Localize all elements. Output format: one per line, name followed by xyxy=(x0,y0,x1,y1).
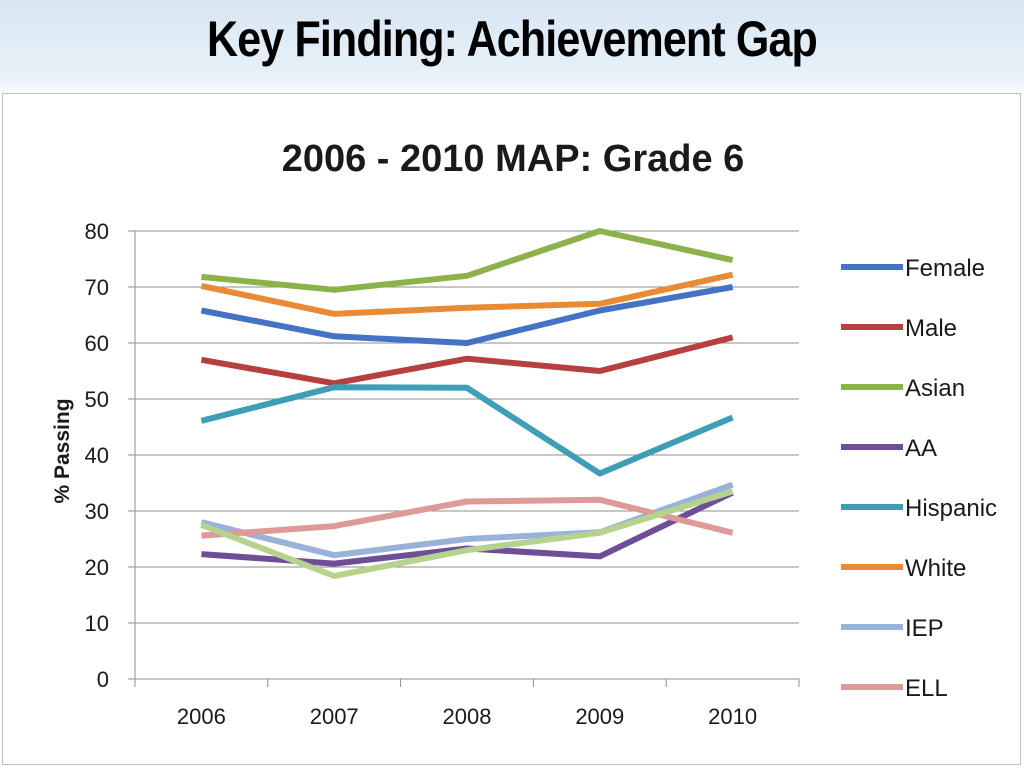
series-line-ell xyxy=(201,496,734,539)
x-tick-label: 2010 xyxy=(708,704,757,729)
slide-title: Key Finding: Achievement Gap xyxy=(207,11,818,67)
axes xyxy=(128,230,800,687)
legend-label: Male xyxy=(905,315,957,342)
y-tick-label: 50 xyxy=(85,387,109,412)
y-tick-label: 20 xyxy=(85,555,109,580)
y-tick-label: 80 xyxy=(85,219,109,244)
legend-label: Hispanic xyxy=(905,495,997,522)
y-tick-label: 10 xyxy=(85,611,109,636)
y-tick-label: 60 xyxy=(85,331,109,356)
x-tick-label: 2006 xyxy=(177,704,226,729)
legend: Female Male Asian AA Hispanic White IEP ELL xyxy=(841,255,997,702)
y-tick-label: 30 xyxy=(85,499,109,524)
legend-label: AA xyxy=(905,435,937,462)
line-chart: 2006 - 2010 MAP: Grade 6 % Passing 0 10 20… xyxy=(51,138,997,729)
gridlines xyxy=(135,230,799,624)
y-tick-label: 40 xyxy=(85,443,109,468)
series-lines xyxy=(200,228,734,579)
y-axis-title: % Passing xyxy=(51,398,74,503)
y-tick-labels: 0 10 20 30 40 50 60 70 80 xyxy=(85,219,109,692)
legend-label: IEP xyxy=(905,615,944,642)
series-line-white xyxy=(200,271,734,317)
chart-title: 2006 - 2010 MAP: Grade 6 xyxy=(282,138,745,180)
x-tick-label: 2007 xyxy=(310,704,359,729)
x-tick-label: 2008 xyxy=(443,704,492,729)
legend-label: Female xyxy=(905,255,985,282)
series-line-male xyxy=(200,334,734,387)
series-line-hispanic xyxy=(200,384,734,477)
series-line-asian xyxy=(201,228,734,293)
chart-frame: 2006 - 2010 MAP: Grade 6 % Passing 0 10 20… xyxy=(2,93,1021,765)
x-tick-labels: 2006 2007 2008 2009 2010 xyxy=(177,704,757,729)
legend-label: White xyxy=(905,555,966,582)
legend-label: Asian xyxy=(905,375,965,402)
series-line-female xyxy=(200,284,734,346)
y-tick-label: 70 xyxy=(85,275,109,300)
series-line-iep xyxy=(200,481,734,559)
series-line xyxy=(200,488,734,579)
y-tick-label: 0 xyxy=(97,667,109,692)
legend-label: ELL xyxy=(905,675,948,702)
x-tick-label: 2009 xyxy=(575,704,624,729)
